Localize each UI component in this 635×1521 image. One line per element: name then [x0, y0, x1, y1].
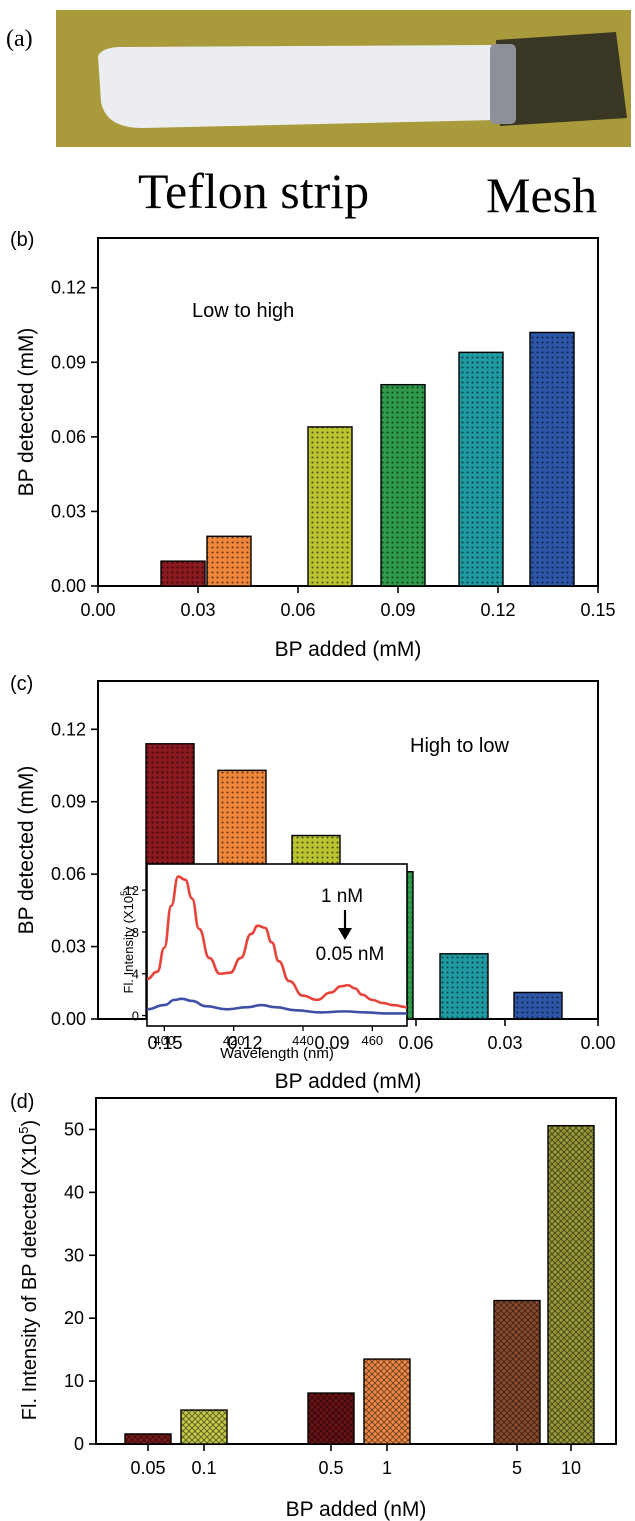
bar-pattern [380, 383, 426, 587]
bar-pattern [206, 535, 252, 587]
panel-d-x-axis-title: BP added (nM) [286, 1498, 427, 1521]
panel-b-y-axis-title: BP detected (mM) [15, 328, 38, 497]
bar-pattern [547, 1124, 595, 1445]
bar-pattern [458, 351, 504, 587]
x-tick-label: 0.00 [80, 600, 115, 620]
y-tick-label: 0.00 [51, 1009, 86, 1029]
x-tick-label: 0.03 [180, 600, 215, 620]
inset-annotation-1nM: 1 nM [321, 886, 363, 907]
bar-pattern [493, 1299, 541, 1445]
panel-d-frame [95, 1097, 617, 1445]
x-tick-label: 0.12 [480, 600, 515, 620]
y-tick-label: 0 [74, 1434, 84, 1454]
panel-d-label: (d) [10, 1091, 34, 1113]
y-tick-label: 0.06 [51, 864, 86, 884]
panel-c-x-axis-title: BP added (mM) [275, 1070, 422, 1093]
x-tick-label: 0.5 [318, 1458, 343, 1478]
inset-y-tick-label: 8 [132, 925, 139, 940]
x-tick-label: 10 [561, 1458, 581, 1478]
x-tick-label: 5 [512, 1458, 522, 1478]
inset-x-tick-label: 440 [292, 1033, 314, 1048]
panel-b: (b) 0.00 0.03 0.06 0.09 0.12 0.00 0.03 0.06 0.09… [10, 229, 616, 661]
bar-pattern [439, 953, 489, 1020]
bar-pattern [124, 1433, 172, 1445]
y-tick-label: 0.00 [51, 576, 86, 596]
panel-c-y-axis-title: BP detected (mM) [15, 766, 38, 935]
y-tick-label: 20 [64, 1308, 84, 1328]
panel-d-y-axis-title: Fl. Intensity of BP detected (X105) [16, 1120, 41, 1420]
teflon-strip-caption: Teflon strip [138, 163, 369, 219]
mesh-caption: Mesh [486, 167, 597, 223]
bar-pattern [363, 1358, 411, 1445]
panel-a-label: (a) [6, 26, 33, 52]
y-tick-label: 0.06 [51, 427, 86, 447]
teflon-strip-image [98, 45, 496, 128]
inset-x-tick-label: 400 [153, 1033, 175, 1048]
y-tick-label: 0.12 [51, 719, 86, 739]
inset-x-tick-label: 460 [361, 1033, 383, 1048]
x-tick-label: 0.12 [227, 1033, 262, 1053]
inset-annotation-005nM: 0.05 nM [316, 944, 385, 965]
panel-c-label: (c) [10, 673, 33, 695]
y-tick-label: 0.03 [51, 937, 86, 957]
inset-series-line [147, 997, 407, 1015]
bar-pattern [529, 331, 575, 587]
mesh-image [496, 32, 627, 126]
inset-y-axis-title: Fl. Intensity (X105) [119, 887, 136, 994]
inset-x-axis-title: Wavelength (nm) [220, 1045, 334, 1062]
inset-y-tick-label: 0 [132, 1009, 139, 1024]
x-tick-label: 0.00 [580, 1033, 615, 1053]
inset-arrow-head-icon [338, 928, 352, 940]
inset-series-line [147, 875, 407, 1009]
inset-frame [146, 863, 408, 1027]
y-tick-label: 30 [64, 1245, 84, 1265]
y-tick-label: 10 [64, 1371, 84, 1391]
x-tick-label: 0.15 [580, 600, 615, 620]
panel-b-x-axis-title: BP added (mM) [275, 638, 422, 661]
bar-pattern [513, 991, 563, 1020]
panel-b-annotation: Low to high [192, 300, 294, 322]
x-tick-label: 0.1 [191, 1458, 216, 1478]
x-tick-label: 1 [382, 1458, 392, 1478]
panel-c-annotation: High to low [410, 735, 509, 757]
y-tick-label: 0.12 [51, 278, 86, 298]
inset-y-tick-label: 4 [132, 967, 139, 982]
bar-pattern [307, 426, 353, 587]
clip-image [490, 44, 516, 124]
x-tick-label: 0.15 [147, 1033, 182, 1053]
bar-pattern [307, 1392, 355, 1445]
y-tick-label: 40 [64, 1182, 84, 1202]
x-tick-label: 0.06 [280, 600, 315, 620]
y-tick-label: 0.03 [51, 501, 86, 521]
bar-pattern [160, 560, 206, 587]
x-tick-label: 0.09 [314, 1033, 349, 1053]
x-tick-label: 0.05 [130, 1458, 165, 1478]
bar-pattern [180, 1409, 228, 1445]
inset-x-tick-label: 420 [223, 1033, 245, 1048]
y-tick-label: 0.09 [51, 792, 86, 812]
panel-b-label: (b) [10, 229, 34, 251]
inset-y-tick-label: 12 [125, 883, 139, 898]
y-tick-label: 0.09 [51, 352, 86, 372]
y-tick-label: 50 [64, 1119, 84, 1139]
x-tick-label: 0.03 [487, 1033, 522, 1053]
x-tick-label: 0.06 [398, 1033, 433, 1053]
x-tick-label: 0.09 [380, 600, 415, 620]
panel-a: (a) Teflon strip Mesh [6, 10, 631, 223]
